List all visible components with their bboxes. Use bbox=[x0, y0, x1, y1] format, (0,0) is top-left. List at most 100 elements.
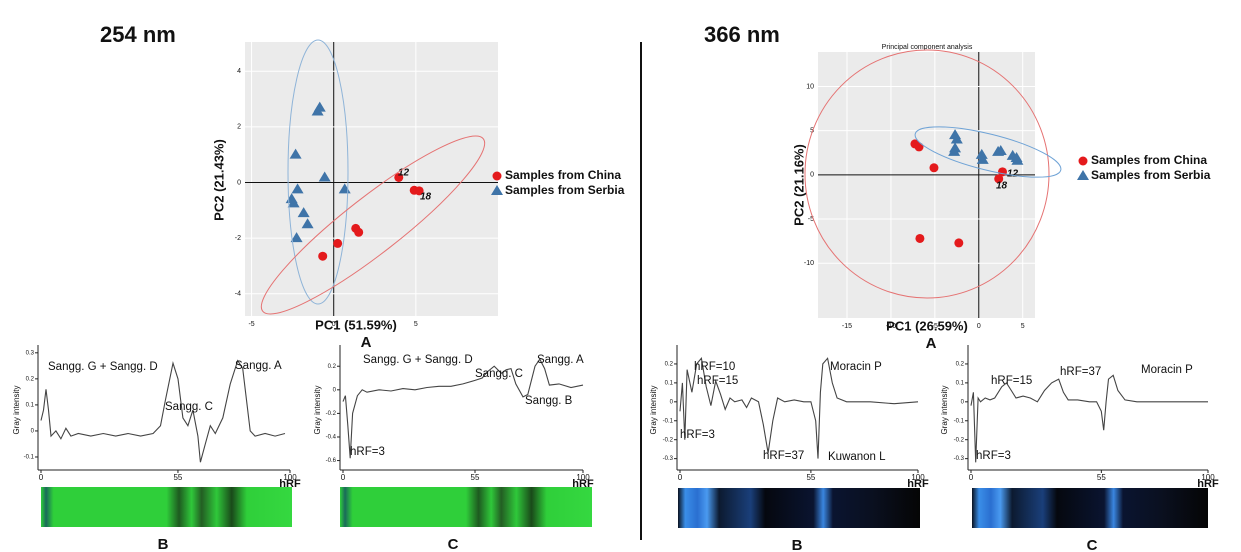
point-label: 18 bbox=[420, 192, 432, 203]
y-tick-label: 0.1 bbox=[956, 380, 965, 386]
x-tick-label: -15 bbox=[842, 323, 852, 330]
y-tick-label: 0.1 bbox=[665, 380, 674, 386]
y-tick-label: 0 bbox=[237, 179, 241, 186]
y-tick-label: 0 bbox=[670, 399, 674, 405]
legend-label: Samples from Serbia bbox=[1091, 168, 1211, 182]
annotation: Sangg. A bbox=[537, 354, 584, 366]
y-tick-label: 0.2 bbox=[665, 362, 674, 368]
x-axis-label: hRF bbox=[907, 478, 929, 490]
point bbox=[929, 163, 938, 172]
annotation: Sangg. C bbox=[165, 401, 213, 413]
point bbox=[915, 234, 924, 243]
point bbox=[954, 238, 963, 247]
y-tick-label: 0.1 bbox=[26, 402, 35, 408]
trace bbox=[680, 358, 918, 458]
annotation: hRF=15 bbox=[697, 375, 738, 387]
x-tick-label: 55 bbox=[471, 473, 480, 482]
x-tick-label: 0 bbox=[39, 473, 44, 482]
annotation: Sangg. G + Sangg. D bbox=[48, 361, 158, 373]
y-axis-label: Gray intensity bbox=[649, 386, 658, 435]
y-tick-label: 0.3 bbox=[26, 350, 35, 356]
legend-label: Samples from China bbox=[505, 168, 621, 182]
point bbox=[915, 142, 924, 151]
x-tick-label: 5 bbox=[414, 321, 418, 328]
y-tick-label: -0.2 bbox=[663, 437, 674, 443]
panel-label: C bbox=[448, 536, 459, 552]
legend-label: Samples from China bbox=[1091, 153, 1207, 167]
x-tick-label: 0 bbox=[977, 323, 981, 330]
x-tick-label: 55 bbox=[1097, 473, 1106, 482]
trace bbox=[343, 359, 583, 458]
figure: 254 nm 366 nm -505-4-2024Samples from Ch… bbox=[0, 0, 1241, 552]
y-axis-label: Gray intensity bbox=[12, 386, 21, 435]
plot-background bbox=[245, 42, 498, 316]
annotation: Sangg. G + Sangg. D bbox=[363, 354, 473, 366]
y-tick-label: -0.3 bbox=[954, 456, 965, 462]
legend-marker bbox=[1079, 157, 1088, 166]
x-tick-label: -5 bbox=[248, 321, 254, 328]
point-label: 12 bbox=[398, 168, 410, 179]
annotation: Sangg. B bbox=[525, 395, 573, 407]
y-tick-label: 0.2 bbox=[328, 364, 337, 370]
y-tick-label: 2 bbox=[237, 124, 241, 131]
y-tick-label: -10 bbox=[804, 260, 814, 267]
heading: 366 nm bbox=[704, 22, 780, 47]
annotation: hRF=37 bbox=[1060, 366, 1101, 378]
y-tick-label: -0.1 bbox=[24, 455, 35, 461]
annotation: Moracin P bbox=[1141, 364, 1193, 376]
point-label: 18 bbox=[996, 181, 1008, 192]
annotation: Kuwanon L bbox=[828, 451, 886, 463]
x-axis-label: PC1 (26.59%) bbox=[886, 318, 968, 333]
y-tick-label: 10 bbox=[806, 83, 814, 90]
annotation: hRF=3 bbox=[350, 446, 385, 458]
y-tick-label: -0.6 bbox=[326, 458, 337, 464]
legend-marker bbox=[493, 172, 502, 181]
panel-label: A bbox=[361, 334, 372, 351]
panel-label: B bbox=[792, 537, 803, 552]
annotation: hRF=37 bbox=[763, 450, 804, 462]
trace bbox=[41, 361, 285, 463]
annotation: hRF=3 bbox=[976, 450, 1011, 462]
annotation: hRF=3 bbox=[680, 429, 715, 441]
annotation: hRF=15 bbox=[991, 375, 1032, 387]
tlc-strip bbox=[972, 488, 1208, 528]
y-tick-label: 0 bbox=[31, 429, 35, 435]
y-axis-label: PC2 (21.43%) bbox=[211, 139, 226, 221]
charts: -505-4-2024Samples from ChinaSamples fro… bbox=[12, 42, 1219, 552]
panel-label: C bbox=[1087, 537, 1098, 552]
x-tick-label: 0 bbox=[969, 473, 974, 482]
tlc-strip bbox=[41, 487, 292, 527]
y-tick-label: -0.4 bbox=[326, 435, 337, 441]
y-tick-label: -4 bbox=[235, 291, 241, 298]
point-label: 12 bbox=[1007, 169, 1019, 180]
point bbox=[333, 239, 342, 248]
y-tick-label: -0.3 bbox=[663, 456, 674, 462]
x-axis-label: hRF bbox=[572, 478, 594, 490]
y-tick-label: 0 bbox=[810, 172, 814, 179]
panel-label: B bbox=[158, 536, 169, 552]
y-axis-label: Gray intensity bbox=[313, 386, 322, 435]
y-axis-label: Gray intensity bbox=[940, 386, 949, 435]
legend-label: Samples from Serbia bbox=[505, 183, 625, 197]
x-tick-label: 0 bbox=[678, 473, 683, 482]
y-tick-label: 0 bbox=[333, 387, 337, 393]
y-tick-label: -0.1 bbox=[663, 418, 674, 424]
annotation: Sangg. A bbox=[235, 360, 282, 372]
y-axis-label: PC2 (21.16%) bbox=[791, 144, 806, 226]
y-tick-label: -0.2 bbox=[954, 437, 965, 443]
heading: 254 nm bbox=[100, 22, 176, 47]
x-axis-label: hRF bbox=[279, 478, 301, 490]
tlc-strip bbox=[340, 487, 592, 527]
annotation: Sangg. C bbox=[475, 368, 523, 380]
x-axis-label: PC1 (51.59%) bbox=[315, 317, 397, 332]
point bbox=[354, 228, 363, 237]
panel-label: A bbox=[926, 335, 937, 352]
x-tick-label: 55 bbox=[173, 473, 182, 482]
x-axis-label: hRF bbox=[1197, 478, 1219, 490]
x-tick-label: 55 bbox=[806, 473, 815, 482]
y-tick-label: 0 bbox=[961, 399, 965, 405]
legend-marker bbox=[1077, 170, 1089, 180]
y-tick-label: -0.2 bbox=[326, 411, 337, 417]
tlc-strip bbox=[678, 488, 920, 528]
y-tick-label: -0.1 bbox=[954, 418, 965, 424]
